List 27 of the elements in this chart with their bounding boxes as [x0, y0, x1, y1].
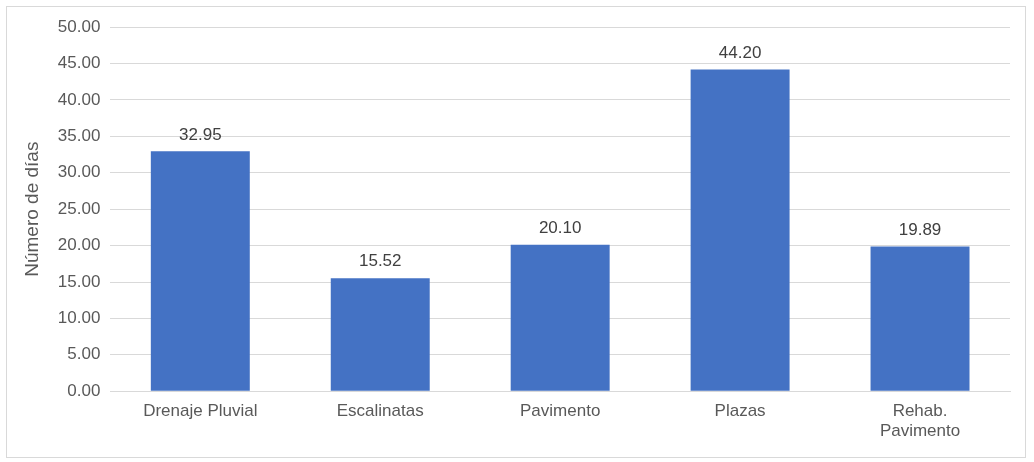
x-tick-label: Drenaje Pluvial [143, 401, 258, 421]
y-tick-label: 40.00 [57, 89, 101, 109]
data-label: 20.10 [538, 218, 582, 238]
y-tick-label: 45.00 [57, 53, 101, 73]
data-label: 32.95 [179, 124, 222, 144]
y-tick-label: 35.00 [57, 126, 101, 146]
x-tick-label: Escalinatas [336, 401, 424, 421]
y-tick-label: 30.00 [57, 162, 101, 182]
y-axis-title: Número de días [20, 141, 42, 277]
data-label: 19.89 [898, 219, 942, 239]
x-tick-label: Plazas [714, 401, 766, 421]
y-tick-label: 15.00 [57, 271, 101, 291]
y-tick-label: 50.00 [57, 16, 101, 36]
y-tick-label: 20.00 [57, 235, 101, 255]
bar [690, 69, 790, 391]
bar [330, 278, 430, 391]
data-label: 44.20 [718, 42, 762, 62]
y-tick-label: 0.00 [67, 380, 101, 400]
bar [870, 246, 970, 391]
y-tick-label: 10.00 [57, 308, 101, 328]
y-tick-label: 25.00 [57, 198, 101, 218]
data-label: 15.52 [358, 251, 402, 271]
x-tick-label: Pavimento [520, 401, 601, 421]
y-tick-label: 5.00 [67, 344, 101, 364]
x-tick-label: Rehab. Pavimento [879, 401, 961, 441]
bar [150, 151, 250, 391]
bar [510, 244, 610, 391]
